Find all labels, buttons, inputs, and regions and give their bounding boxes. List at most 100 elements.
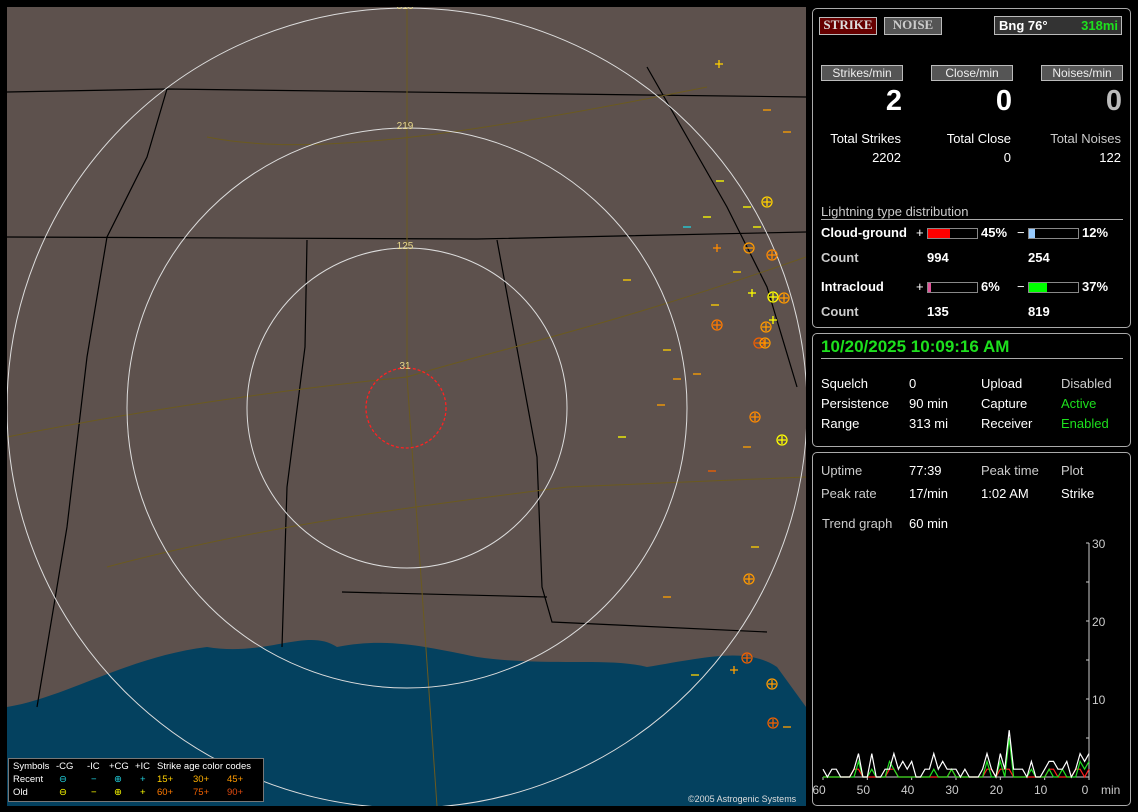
status-panel: 10/20/2025 10:09:16 AM Squelch 0 Upload Dis… (812, 333, 1131, 447)
cg-negative-pct: 12% (1082, 225, 1109, 240)
total-noises: 122 (1099, 150, 1121, 165)
plus-sign: + (916, 225, 924, 240)
total-strikes-label: Total Strikes (830, 131, 901, 146)
ic-negative-pct: 37% (1082, 279, 1109, 294)
trend-series-line (823, 737, 1090, 778)
trend-graph-label: Trend graph (822, 516, 893, 531)
uptime: 77:39 (909, 463, 942, 478)
intracloud-label: Intracloud (821, 279, 884, 294)
neg-ic-recent-icon: − (91, 774, 97, 785)
pos-cg-old-icon: ⊕ (114, 787, 122, 798)
noise-button[interactable]: NOISE (884, 17, 942, 35)
ic-positive-pct: 6% (981, 279, 1000, 294)
strike-marker (749, 411, 761, 423)
range-ring-313 (7, 7, 806, 806)
x-tick-label: 60 (813, 783, 826, 797)
ic-positive-count: 135 (927, 304, 949, 319)
strike-marker (743, 573, 755, 585)
distance: 318mi (1081, 18, 1118, 33)
strike-marker (741, 652, 753, 664)
plot-label: Plot (1061, 463, 1084, 478)
strike-marker (730, 666, 738, 674)
legend-header: Symbols (13, 761, 50, 772)
strike-button[interactable]: STRIKE (819, 17, 877, 35)
strike-marker (711, 319, 723, 331)
legend-row-label: Recent (13, 774, 44, 785)
total-strikes: 2202 (872, 150, 901, 165)
status-value: 0 (909, 376, 917, 391)
ic-positive-bar (927, 282, 978, 293)
strike-marker (761, 196, 773, 208)
x-axis-unit: min (1101, 783, 1120, 797)
datetime: 10/20/2025 10:09:16 AM (821, 337, 1123, 359)
x-tick-label: 50 (857, 783, 871, 797)
status-label: Capture (981, 396, 1028, 411)
strike-markers (618, 60, 791, 729)
cg-positive-pct: 45% (981, 225, 1008, 240)
status-label: Persistence (821, 396, 889, 411)
status-value: 313 mi (909, 416, 949, 431)
strike-marker (713, 244, 721, 252)
neg-cg-recent-icon: ⊖ (59, 774, 67, 785)
x-tick-label: 20 (990, 783, 1004, 797)
legend-header: -CG (56, 761, 74, 772)
strike-map[interactable]: 313 219 125 31 (7, 7, 806, 806)
status-value: Active (1061, 396, 1097, 411)
legend-header: Strike age color codes (157, 761, 251, 772)
strike-marker (766, 249, 778, 261)
strike-marker (715, 60, 723, 68)
peak-rate: 17/min (909, 486, 949, 501)
trend-graph-span[interactable]: 60 min (909, 516, 949, 531)
strike-stats-panel: STRIKE NOISE Bng 76° 318mi Strikes/min C… (812, 8, 1131, 328)
range-ring-219 (126, 127, 688, 689)
close-per-min-button[interactable]: Close/min (931, 65, 1013, 81)
strikes-per-min: 2 (885, 85, 902, 117)
uptime-label: Uptime (821, 463, 863, 478)
noises-per-min-button[interactable]: Noises/min (1041, 65, 1123, 81)
age-75: 75+ (193, 787, 210, 798)
ring-label: 219 (396, 121, 414, 132)
peak-time: 1:02 AM (981, 486, 1029, 501)
strike-marker (759, 337, 771, 349)
strike-marker (778, 292, 790, 304)
pos-ic-old-icon: + (140, 787, 146, 798)
count-label: Count (821, 304, 859, 319)
strikes-per-min-button[interactable]: Strikes/min (821, 65, 903, 81)
trend-panel: Uptime 77:39 Peak time Plot Peak rate 17… (812, 452, 1131, 806)
cg-positive-bar (927, 228, 978, 239)
status-label: Squelch (821, 376, 868, 391)
plot-mode[interactable]: Strike (1061, 486, 1095, 501)
minus-sign: − (1017, 279, 1025, 294)
trend-graph: 10 20 30 60 50 40 30 20 10 0 min (813, 537, 1120, 797)
pos-ic-recent-icon: + (140, 774, 146, 785)
strike-marker (743, 242, 755, 254)
strike-marker (776, 434, 788, 446)
peak-rate-label: Peak rate (821, 486, 877, 501)
strike-marker (760, 321, 772, 333)
range-ring-125 (246, 247, 568, 569)
ring-label: 313 (397, 7, 414, 12)
status-value: Disabled (1061, 376, 1112, 391)
cg-positive-count: 994 (927, 250, 949, 265)
trend-series-line (822, 730, 1090, 779)
peak-time-label: Peak time (981, 463, 1039, 478)
plus-sign: + (916, 279, 924, 294)
symbol-legend: Symbols -CG -IC +CG +IC Strike age color… (8, 758, 264, 802)
x-tick-label: 10 (1034, 783, 1048, 797)
age-90: 90+ (227, 787, 244, 798)
minus-sign: − (1017, 225, 1025, 240)
noises-per-min: 0 (1105, 85, 1122, 117)
highways (7, 7, 806, 806)
ic-negative-bar (1028, 282, 1079, 293)
age-30: 30+ (193, 774, 210, 785)
bearing-display: Bng 76° 318mi (994, 16, 1122, 35)
total-close: 0 (1003, 150, 1011, 165)
legend-header: -IC (87, 761, 100, 772)
age-45: 45+ (227, 774, 244, 785)
legend-row-label: Old (13, 787, 28, 798)
count-label: Count (821, 250, 859, 265)
range-rings (7, 7, 806, 806)
status-label: Range (821, 416, 860, 431)
strike-marker (767, 291, 779, 303)
strike-marker (748, 289, 756, 297)
